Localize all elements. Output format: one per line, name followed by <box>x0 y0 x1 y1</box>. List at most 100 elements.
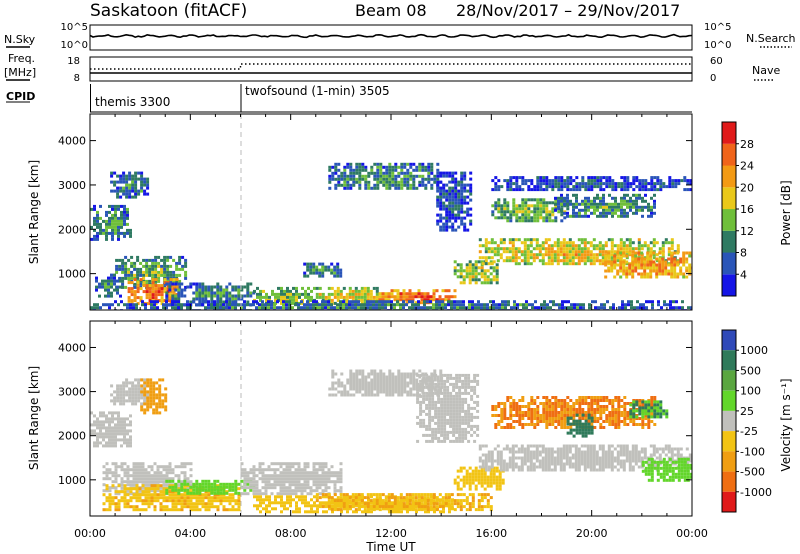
heatmap-cell <box>568 256 572 260</box>
heatmap-cell <box>599 176 603 180</box>
heatmap-cell <box>661 257 665 261</box>
heatmap-cell <box>280 495 283 499</box>
heatmap-cell <box>593 211 596 215</box>
heatmap-cell <box>128 174 132 178</box>
heatmap-cell <box>171 493 175 497</box>
heatmap-cell <box>643 257 647 261</box>
heatmap-cell <box>339 300 342 304</box>
heatmap-cell <box>153 300 156 304</box>
heatmap-cell <box>492 306 495 310</box>
heatmap-cell <box>346 510 349 514</box>
heatmap-cell <box>427 510 430 514</box>
heatmap-cell <box>165 468 169 472</box>
heatmap-cell <box>471 300 474 304</box>
heatmap-cell <box>159 493 163 497</box>
heatmap-cell <box>90 429 93 433</box>
heatmap-cell <box>631 260 635 264</box>
heatmap-cell <box>110 189 114 193</box>
heatmap-cell <box>465 263 469 267</box>
heatmap-cell <box>301 501 304 505</box>
heatmap-cell <box>459 263 463 267</box>
heatmap-cell <box>90 432 93 436</box>
heatmap-cell <box>136 302 140 306</box>
heatmap-cell <box>162 493 166 497</box>
heatmap-cell <box>349 162 353 166</box>
heatmap-cell <box>469 207 473 211</box>
heatmap-cell <box>117 490 121 494</box>
heatmap-cell <box>304 510 307 514</box>
heatmap-cell <box>515 216 519 220</box>
heatmap-cell <box>174 294 178 298</box>
heatmap-cell <box>289 289 292 293</box>
heatmap-cell <box>373 171 377 175</box>
heatmap-cell <box>670 263 674 267</box>
heatmap-cell <box>105 462 109 466</box>
heatmap-cell <box>120 477 124 481</box>
heatmap-cell <box>164 399 168 403</box>
heatmap-cell <box>123 502 127 506</box>
heatmap-cell <box>282 306 285 310</box>
heatmap-cell <box>228 482 232 486</box>
heatmap-cell <box>511 241 515 245</box>
heatmap-cell <box>385 180 389 184</box>
heatmap-cell <box>471 263 475 267</box>
heatmap-cell <box>422 433 426 437</box>
heatmap-cell <box>484 259 488 263</box>
heatmap-cell <box>517 247 521 251</box>
heatmap-cell <box>418 162 422 166</box>
heatmap-cell <box>231 485 235 489</box>
heatmap-cell <box>201 282 205 286</box>
heatmap-cell <box>164 387 168 391</box>
heatmap-cell <box>174 493 178 497</box>
heatmap-cell <box>584 208 587 212</box>
heatmap-cell <box>321 265 325 269</box>
heatmap-cell <box>336 292 340 296</box>
heatmap-cell <box>268 510 271 514</box>
heatmap-cell <box>529 256 533 260</box>
heatmap-cell <box>556 259 560 263</box>
heatmap-cell <box>171 306 174 310</box>
heatmap-cell <box>166 284 170 288</box>
heatmap-cell <box>240 474 244 478</box>
heatmap-cell <box>151 293 155 297</box>
heatmap-cell <box>676 260 680 264</box>
heatmap-cell <box>274 501 277 505</box>
heatmap-cell <box>213 306 216 310</box>
heatmap-cell <box>492 303 495 307</box>
heatmap-cell <box>517 256 521 260</box>
heatmap-cell <box>276 474 280 478</box>
heatmap-cell <box>463 210 467 214</box>
heatmap-cell <box>366 289 370 293</box>
heatmap-cell <box>120 429 123 433</box>
heatmap-cell <box>459 269 463 273</box>
heatmap-cell <box>249 483 253 487</box>
heatmap-cell <box>331 177 335 181</box>
heatmap-cell <box>399 292 403 296</box>
heatmap-cell <box>652 244 656 248</box>
heatmap-cell <box>129 492 133 496</box>
heatmap-cell <box>145 258 149 262</box>
heatmap-cell <box>677 182 681 186</box>
heatmap-cell <box>259 504 262 508</box>
heatmap-cell <box>506 201 510 205</box>
heatmap-cell <box>159 465 163 469</box>
heatmap-cell <box>327 468 331 472</box>
heatmap-cell <box>132 505 136 509</box>
heatmap-cell <box>499 253 503 257</box>
heatmap-cell <box>153 499 157 503</box>
heatmap-cell <box>102 465 106 469</box>
heatmap-cell <box>108 505 112 509</box>
heatmap-cell <box>105 444 108 448</box>
heatmap-cell <box>388 165 392 169</box>
heatmap-cell <box>111 237 114 241</box>
heatmap-cell <box>620 208 623 212</box>
heatmap-cell <box>548 185 552 189</box>
heatmap-cell <box>330 268 334 272</box>
heatmap-cell <box>563 202 566 206</box>
station-title: Saskatoon (fitACF) <box>90 1 247 21</box>
heatmap-cell <box>336 295 340 299</box>
heatmap-cell <box>448 198 452 202</box>
heatmap-cell <box>462 300 465 304</box>
heatmap-cell <box>656 176 660 180</box>
heatmap-cell <box>222 288 226 292</box>
